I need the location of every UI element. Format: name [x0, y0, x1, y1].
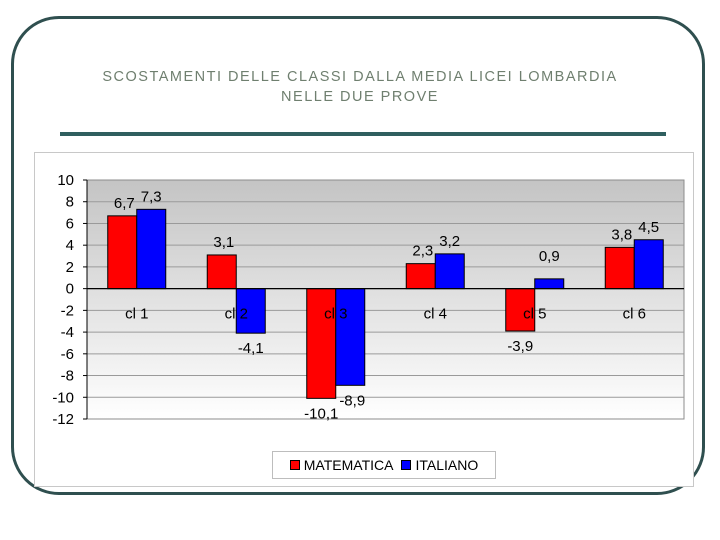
data-label: 4,5 [638, 219, 659, 236]
data-label: 3,8 [611, 226, 632, 243]
x-tick-label: cl 5 [523, 306, 546, 323]
bar-italiano-cl4 [434, 253, 465, 290]
slide-title-line-2: NELLE DUE PROVE [281, 89, 439, 105]
data-label: 3,1 [213, 234, 234, 251]
legend-item-italiano: ITALIANO [401, 457, 478, 473]
legend-swatch-italiano [401, 460, 412, 470]
bar-italiano-cl2 [235, 288, 266, 334]
bar-italiano-cl5 [534, 278, 565, 290]
legend-swatch-matematica [289, 460, 300, 470]
title-divider [60, 132, 666, 136]
bar-italiano-cl6 [633, 239, 664, 290]
y-tick-label: -8 [61, 368, 74, 385]
y-tick-label: -6 [61, 346, 74, 363]
bar-matematica-cl6 [604, 246, 635, 290]
y-tick-label: -12 [52, 411, 74, 428]
x-tick-label: cl 1 [125, 306, 148, 323]
legend-item-matematica: MATEMATICA [289, 457, 394, 473]
data-label: 7,3 [141, 188, 162, 205]
x-tick-label: cl 6 [623, 306, 646, 323]
data-label: -8,9 [339, 392, 365, 409]
y-tick-label: 10 [57, 172, 74, 189]
chart-legend: MATEMATICA ITALIANO [272, 451, 496, 479]
slide-title-line-1: SCOSTAMENTI DELLE CLASSI DALLA MEDIA LIC… [102, 69, 618, 85]
y-tick-label: 4 [66, 237, 74, 254]
y-tick-label: 6 [66, 215, 74, 232]
bar-italiano-cl3 [335, 288, 366, 386]
data-label: 2,3 [412, 243, 433, 260]
slide-title: SCOSTAMENTI DELLE CLASSI DALLA MEDIA LIC… [40, 67, 680, 107]
bar-matematica-cl2 [206, 254, 237, 290]
y-tick-label: 0 [66, 281, 74, 298]
data-label: 6,7 [114, 195, 135, 212]
x-tick-label: cl 3 [324, 306, 347, 323]
y-tick-label: 8 [66, 194, 74, 211]
data-label: -10,1 [304, 405, 338, 422]
y-tick-label: 2 [66, 259, 74, 276]
x-tick-label: cl 2 [225, 306, 248, 323]
y-tick-label: -10 [52, 389, 74, 406]
data-label: 0,9 [539, 248, 560, 265]
y-tick-label: -4 [61, 324, 74, 341]
bar-matematica-cl4 [405, 263, 436, 290]
bar-italiano-cl1 [136, 208, 167, 290]
y-tick-label: -2 [61, 302, 74, 319]
data-label: -3,9 [507, 338, 533, 355]
bar-matematica-cl1 [107, 215, 138, 290]
bar-matematica-cl5 [505, 288, 536, 332]
data-label: 3,2 [439, 233, 460, 250]
x-tick-label: cl 4 [424, 306, 447, 323]
legend-label-italiano: ITALIANO [415, 457, 479, 473]
legend-label-matematica: MATEMATICA [303, 457, 394, 473]
data-label: -4,1 [238, 340, 264, 357]
plot-area [86, 179, 685, 420]
